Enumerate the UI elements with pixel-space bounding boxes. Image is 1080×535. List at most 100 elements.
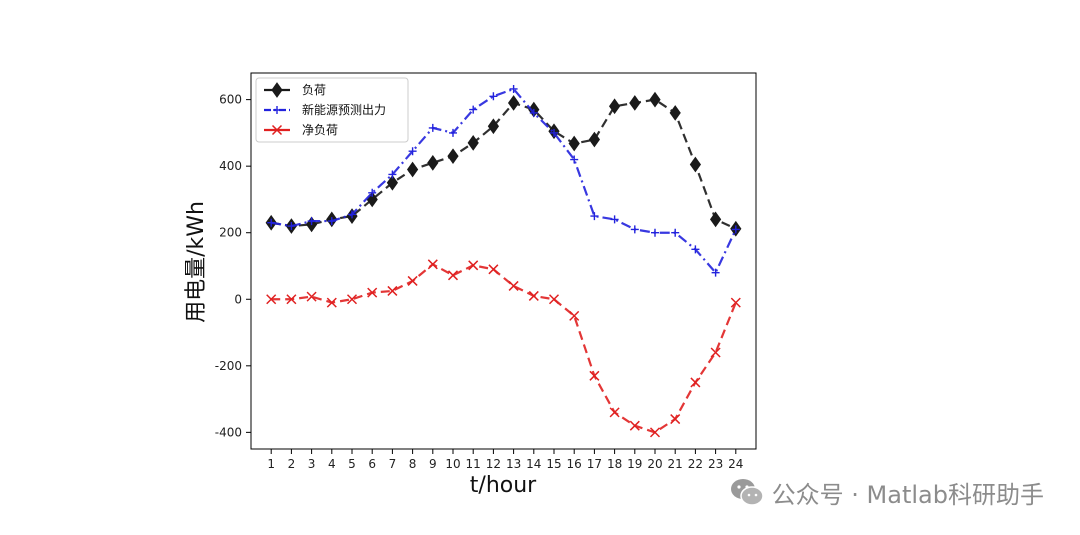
data-point xyxy=(711,268,720,277)
data-point xyxy=(467,135,479,151)
x-tick-label: 21 xyxy=(668,457,683,471)
x-tick-label: 5 xyxy=(348,457,356,471)
x-tick-label: 19 xyxy=(627,457,642,471)
series-2 xyxy=(267,84,740,277)
x-tick-label: 4 xyxy=(328,457,336,471)
data-point xyxy=(649,91,661,108)
data-point xyxy=(569,310,580,321)
wechat-icon xyxy=(730,479,764,506)
data-point xyxy=(651,228,659,237)
data-point xyxy=(568,135,580,152)
data-point xyxy=(528,290,539,301)
legend-frame xyxy=(255,77,409,143)
data-point xyxy=(629,95,641,111)
y-tick-label: -400 xyxy=(215,425,242,439)
x-tick-label: 14 xyxy=(526,457,541,471)
x-tick-label: 12 xyxy=(486,457,501,471)
data-point xyxy=(507,95,520,111)
data-point xyxy=(447,148,459,165)
series-line xyxy=(271,263,737,434)
y-tick-label: 400 xyxy=(219,159,242,173)
data-point xyxy=(548,294,560,305)
data-point xyxy=(670,414,681,425)
data-point xyxy=(689,156,702,173)
data-point xyxy=(629,420,640,431)
data-point xyxy=(326,297,337,308)
y-axis-label: 用电量/kWh xyxy=(184,201,209,323)
data-point xyxy=(407,275,418,286)
data-point xyxy=(731,225,740,234)
data-point xyxy=(489,92,498,101)
data-point xyxy=(427,259,438,270)
data-point xyxy=(590,212,599,221)
x-tick-label: 15 xyxy=(546,457,561,471)
x-tick-label: 8 xyxy=(409,457,417,471)
data-point xyxy=(589,370,600,381)
watermark: 公众号 · Matlab科研助手 xyxy=(730,476,1044,509)
x-tick-label: 18 xyxy=(607,457,622,471)
plot-area xyxy=(250,72,757,450)
x-tick-label: 13 xyxy=(506,457,521,471)
data-point xyxy=(508,280,519,291)
data-point xyxy=(408,147,417,156)
data-point xyxy=(588,131,601,148)
data-point xyxy=(388,170,397,179)
data-point xyxy=(348,210,356,219)
data-point xyxy=(609,407,620,418)
data-point xyxy=(469,105,478,114)
data-point xyxy=(387,285,398,296)
x-axis-label: t/hour xyxy=(470,473,537,498)
data-point xyxy=(266,294,277,305)
y-tick-label: 600 xyxy=(219,93,242,107)
data-point xyxy=(406,161,419,178)
x-tick-label: 9 xyxy=(429,457,437,471)
x-tick-label: 7 xyxy=(389,457,397,471)
data-point xyxy=(307,217,316,226)
x-tick-label: 2 xyxy=(288,457,296,471)
x-tick-label: 1 xyxy=(267,457,275,471)
data-point xyxy=(691,245,700,254)
data-point xyxy=(550,128,558,137)
data-point xyxy=(428,123,437,132)
data-point xyxy=(710,347,721,358)
y-tick-label: 200 xyxy=(219,226,242,240)
data-point xyxy=(468,260,479,271)
series-3 xyxy=(266,259,741,438)
series-line xyxy=(271,87,737,275)
data-point xyxy=(630,225,639,234)
data-point xyxy=(286,294,297,305)
legend-marker xyxy=(271,124,283,136)
data-point xyxy=(327,217,336,226)
data-point xyxy=(447,270,459,281)
x-tick-label: 17 xyxy=(587,457,602,471)
data-point xyxy=(267,218,276,227)
legend-marker xyxy=(271,82,283,98)
data-point xyxy=(346,294,358,305)
x-tick-label: 10 xyxy=(445,457,460,471)
data-point xyxy=(306,291,317,302)
data-point xyxy=(649,427,661,438)
x-tick-label: 20 xyxy=(647,457,662,471)
data-point xyxy=(427,154,439,171)
data-point xyxy=(367,287,378,298)
data-point xyxy=(690,377,701,388)
data-point xyxy=(509,84,518,93)
data-point xyxy=(730,297,741,308)
data-point xyxy=(608,98,621,115)
y-tick-label: -200 xyxy=(215,359,242,373)
x-tick-label: 3 xyxy=(308,457,316,471)
data-point xyxy=(368,188,377,197)
x-tick-label: 23 xyxy=(708,457,723,471)
data-point xyxy=(386,174,399,191)
data-point xyxy=(449,128,457,137)
y-tick-label: 0 xyxy=(234,292,242,306)
x-tick-label: 6 xyxy=(368,457,376,471)
legend-label: 净负荷 xyxy=(302,123,338,137)
data-point xyxy=(709,211,722,228)
data-point xyxy=(669,105,681,121)
legend-label: 新能源预测出力 xyxy=(302,102,386,117)
data-point xyxy=(287,222,296,231)
data-point xyxy=(529,108,538,117)
data-point xyxy=(671,228,680,237)
